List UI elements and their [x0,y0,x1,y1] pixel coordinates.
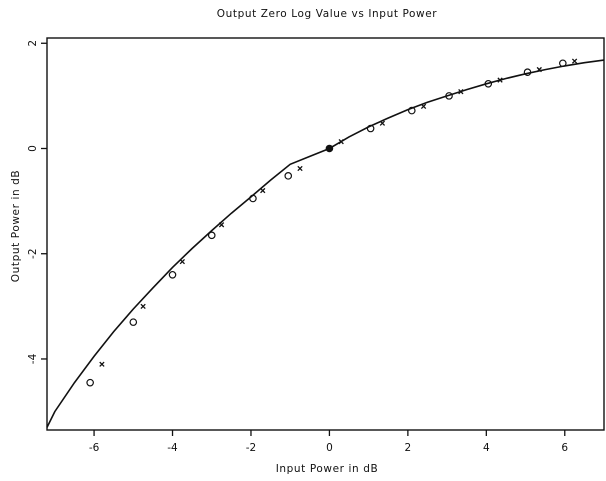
cross-marker [458,89,464,95]
cross-marker [179,258,185,265]
cross-stroke [571,58,578,64]
y-tick-label: 0 [27,145,39,152]
circle-marker [366,124,375,133]
circle-marker [207,231,216,240]
y-tick-label: -2 [27,248,39,258]
cross-stroke [458,89,464,95]
circle-marker [523,68,532,77]
cross-marker [420,103,427,110]
cross-marker [379,120,386,126]
circle-marker [407,106,416,115]
circle-marker [445,92,453,100]
circle-marker [559,59,567,68]
circle-marker [168,270,177,279]
y-axis-label: Output Power in dB [10,170,22,282]
x-tick-label: 4 [483,442,490,454]
cross-marker [536,66,542,73]
x-tick-label: -4 [167,442,178,454]
x-tick-label: 2 [405,442,412,454]
cross-marker [140,303,146,310]
cross-marker [571,58,578,64]
cross-marker [218,222,225,228]
cross-stroke [260,187,266,194]
circle-marker [484,79,493,88]
x-axis-label: Input Power in dB [276,463,379,475]
x-tick-label: 6 [561,442,568,454]
cross-stroke [140,303,146,310]
circle-marker [249,194,257,203]
circle-marker [86,378,94,387]
cross-stroke [379,120,386,126]
cross-marker [260,187,266,194]
cross-stroke [497,77,503,83]
circle-marker [129,318,138,326]
circle-marker [284,172,293,180]
x-tick-label: 0 [326,442,333,454]
cross-stroke [420,103,427,110]
cross-stroke [99,361,105,367]
cross-stroke [179,258,185,265]
fit-curve-line [46,59,605,428]
plot-frame [46,37,605,431]
cross-marker [338,138,344,145]
cross-stroke [218,222,225,228]
x-tick-label: -2 [246,442,256,454]
cross-marker [497,77,503,83]
y-tick-label: 2 [27,40,39,47]
y-axis-ticks: -4 -2 0 2 [27,40,47,364]
cross-marker [297,165,303,172]
data-markers [86,58,578,387]
cross-stroke [536,66,542,73]
chart-title: Output Zero Log Value vs Input Power [217,8,438,20]
y-tick-label: -4 [27,353,39,364]
cross-marker [99,361,105,367]
x-axis-ticks: -6 -4 -2 0 2 4 6 [89,430,568,454]
cross-stroke [297,165,303,172]
cross-stroke [338,138,344,145]
circle-marker [325,144,334,153]
x-tick-label: -6 [89,442,100,454]
